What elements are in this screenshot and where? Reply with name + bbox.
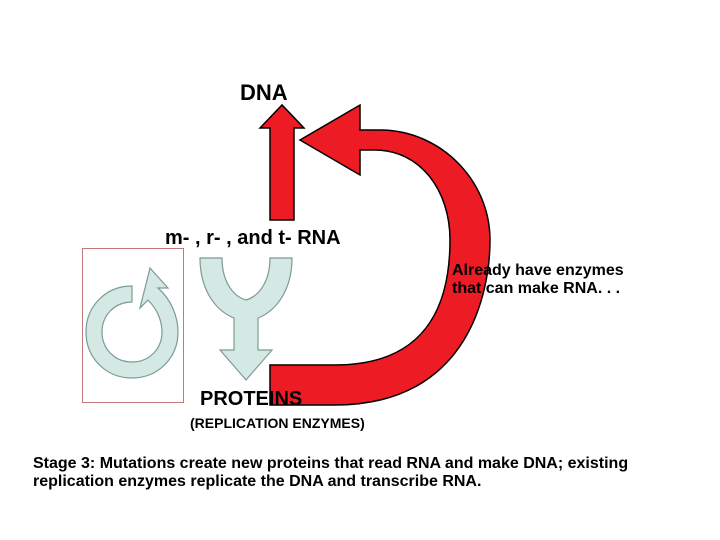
- stage-caption: Stage 3: Mutations create new proteins t…: [33, 455, 693, 491]
- red-curve-arrow: [270, 105, 490, 405]
- pale-fork-arrow: [200, 258, 292, 380]
- enzymes-sublabel: (REPLICATION ENZYMES): [190, 415, 365, 431]
- sidenote-line2: that can make RNA. . .: [452, 280, 624, 298]
- dna-label: DNA: [240, 80, 288, 106]
- sidenote-line1: Already have enzymes: [452, 262, 624, 280]
- red-up-arrow: [260, 105, 304, 220]
- proteins-label: PROTEINS: [200, 388, 302, 411]
- rna-label: m- , r- , and t- RNA: [165, 227, 341, 250]
- replication-box: [82, 248, 184, 403]
- sidenote: Already have enzymes that can make RNA. …: [452, 262, 624, 298]
